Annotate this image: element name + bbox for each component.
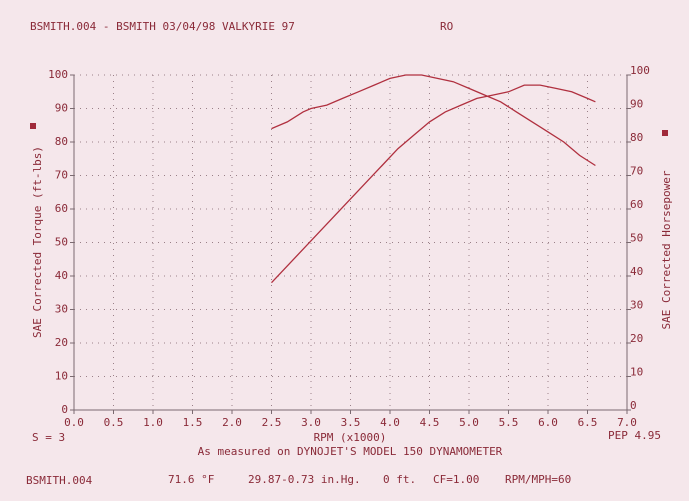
- x-tick-label: 2.0: [222, 416, 242, 429]
- x-tick-label: 4.0: [380, 416, 400, 429]
- y-tick-label: 10: [55, 370, 68, 383]
- x-tick-label: 0.0: [64, 416, 84, 429]
- note: S = 3: [32, 431, 65, 444]
- y-axis-label: SAE Corrected Torque (ft-lbs): [31, 146, 44, 338]
- y-tick-label: 0: [61, 403, 68, 416]
- y-tick-label: 100: [48, 68, 68, 81]
- y-tick-label: 90: [55, 102, 68, 115]
- marker-square: [662, 130, 668, 136]
- footer: 29.87-0.73 in.Hg.: [248, 473, 361, 486]
- y2-tick-label: 50: [630, 232, 643, 245]
- marker-square: [30, 123, 36, 129]
- footer: 0 ft.: [383, 473, 416, 486]
- x-tick-label: 2.5: [262, 416, 282, 429]
- x-tick-label: 5.5: [499, 416, 519, 429]
- note: PEP 4.95: [608, 429, 661, 442]
- x-tick-label: 6.5: [578, 416, 598, 429]
- note: As measured on DYNOJET'S MODEL 150 DYNAM…: [198, 445, 503, 458]
- x-tick-label: 4.5: [420, 416, 440, 429]
- y2-tick-label: 100: [630, 64, 650, 77]
- chart-subtitle: RO: [440, 20, 453, 33]
- y2-tick-label: 40: [630, 265, 643, 278]
- y-tick-label: 70: [55, 169, 68, 182]
- x-tick-label: 3.5: [341, 416, 361, 429]
- y-tick-label: 80: [55, 135, 68, 148]
- y-tick-label: 50: [55, 236, 68, 249]
- y-tick-label: 30: [55, 303, 68, 316]
- y2-tick-label: 80: [630, 131, 643, 144]
- data-line: [271, 74, 596, 167]
- data-line: [271, 84, 596, 284]
- y2-axis-label: SAE Corrected Horsepower: [660, 170, 673, 329]
- y2-tick-label: 0: [630, 399, 637, 412]
- x-tick-label: 7.0: [617, 416, 637, 429]
- y-tick-label: 20: [55, 336, 68, 349]
- chart-title: BSMITH.004 - BSMITH 03/04/98 VALKYRIE 97: [30, 20, 295, 33]
- y-tick-label: 60: [55, 202, 68, 215]
- y2-tick-label: 10: [630, 366, 643, 379]
- footer: CF=1.00: [433, 473, 479, 486]
- x-axis-label: RPM (x1000): [314, 431, 387, 444]
- x-tick-label: 0.5: [104, 416, 124, 429]
- y-tick-label: 40: [55, 269, 68, 282]
- footer: BSMITH.004: [26, 474, 93, 487]
- x-tick-label: 5.0: [459, 416, 479, 429]
- y2-tick-label: 70: [630, 165, 643, 178]
- y2-tick-label: 60: [630, 198, 643, 211]
- y2-tick-label: 90: [630, 98, 643, 111]
- footer: 71.6 °F: [168, 473, 214, 486]
- y2-tick-label: 30: [630, 299, 643, 312]
- x-tick-label: 6.0: [538, 416, 558, 429]
- footer: RPM/MPH=60: [505, 473, 571, 486]
- x-tick-label: 1.0: [143, 416, 163, 429]
- y2-tick-label: 20: [630, 332, 643, 345]
- x-tick-label: 3.0: [301, 416, 321, 429]
- x-tick-label: 1.5: [183, 416, 203, 429]
